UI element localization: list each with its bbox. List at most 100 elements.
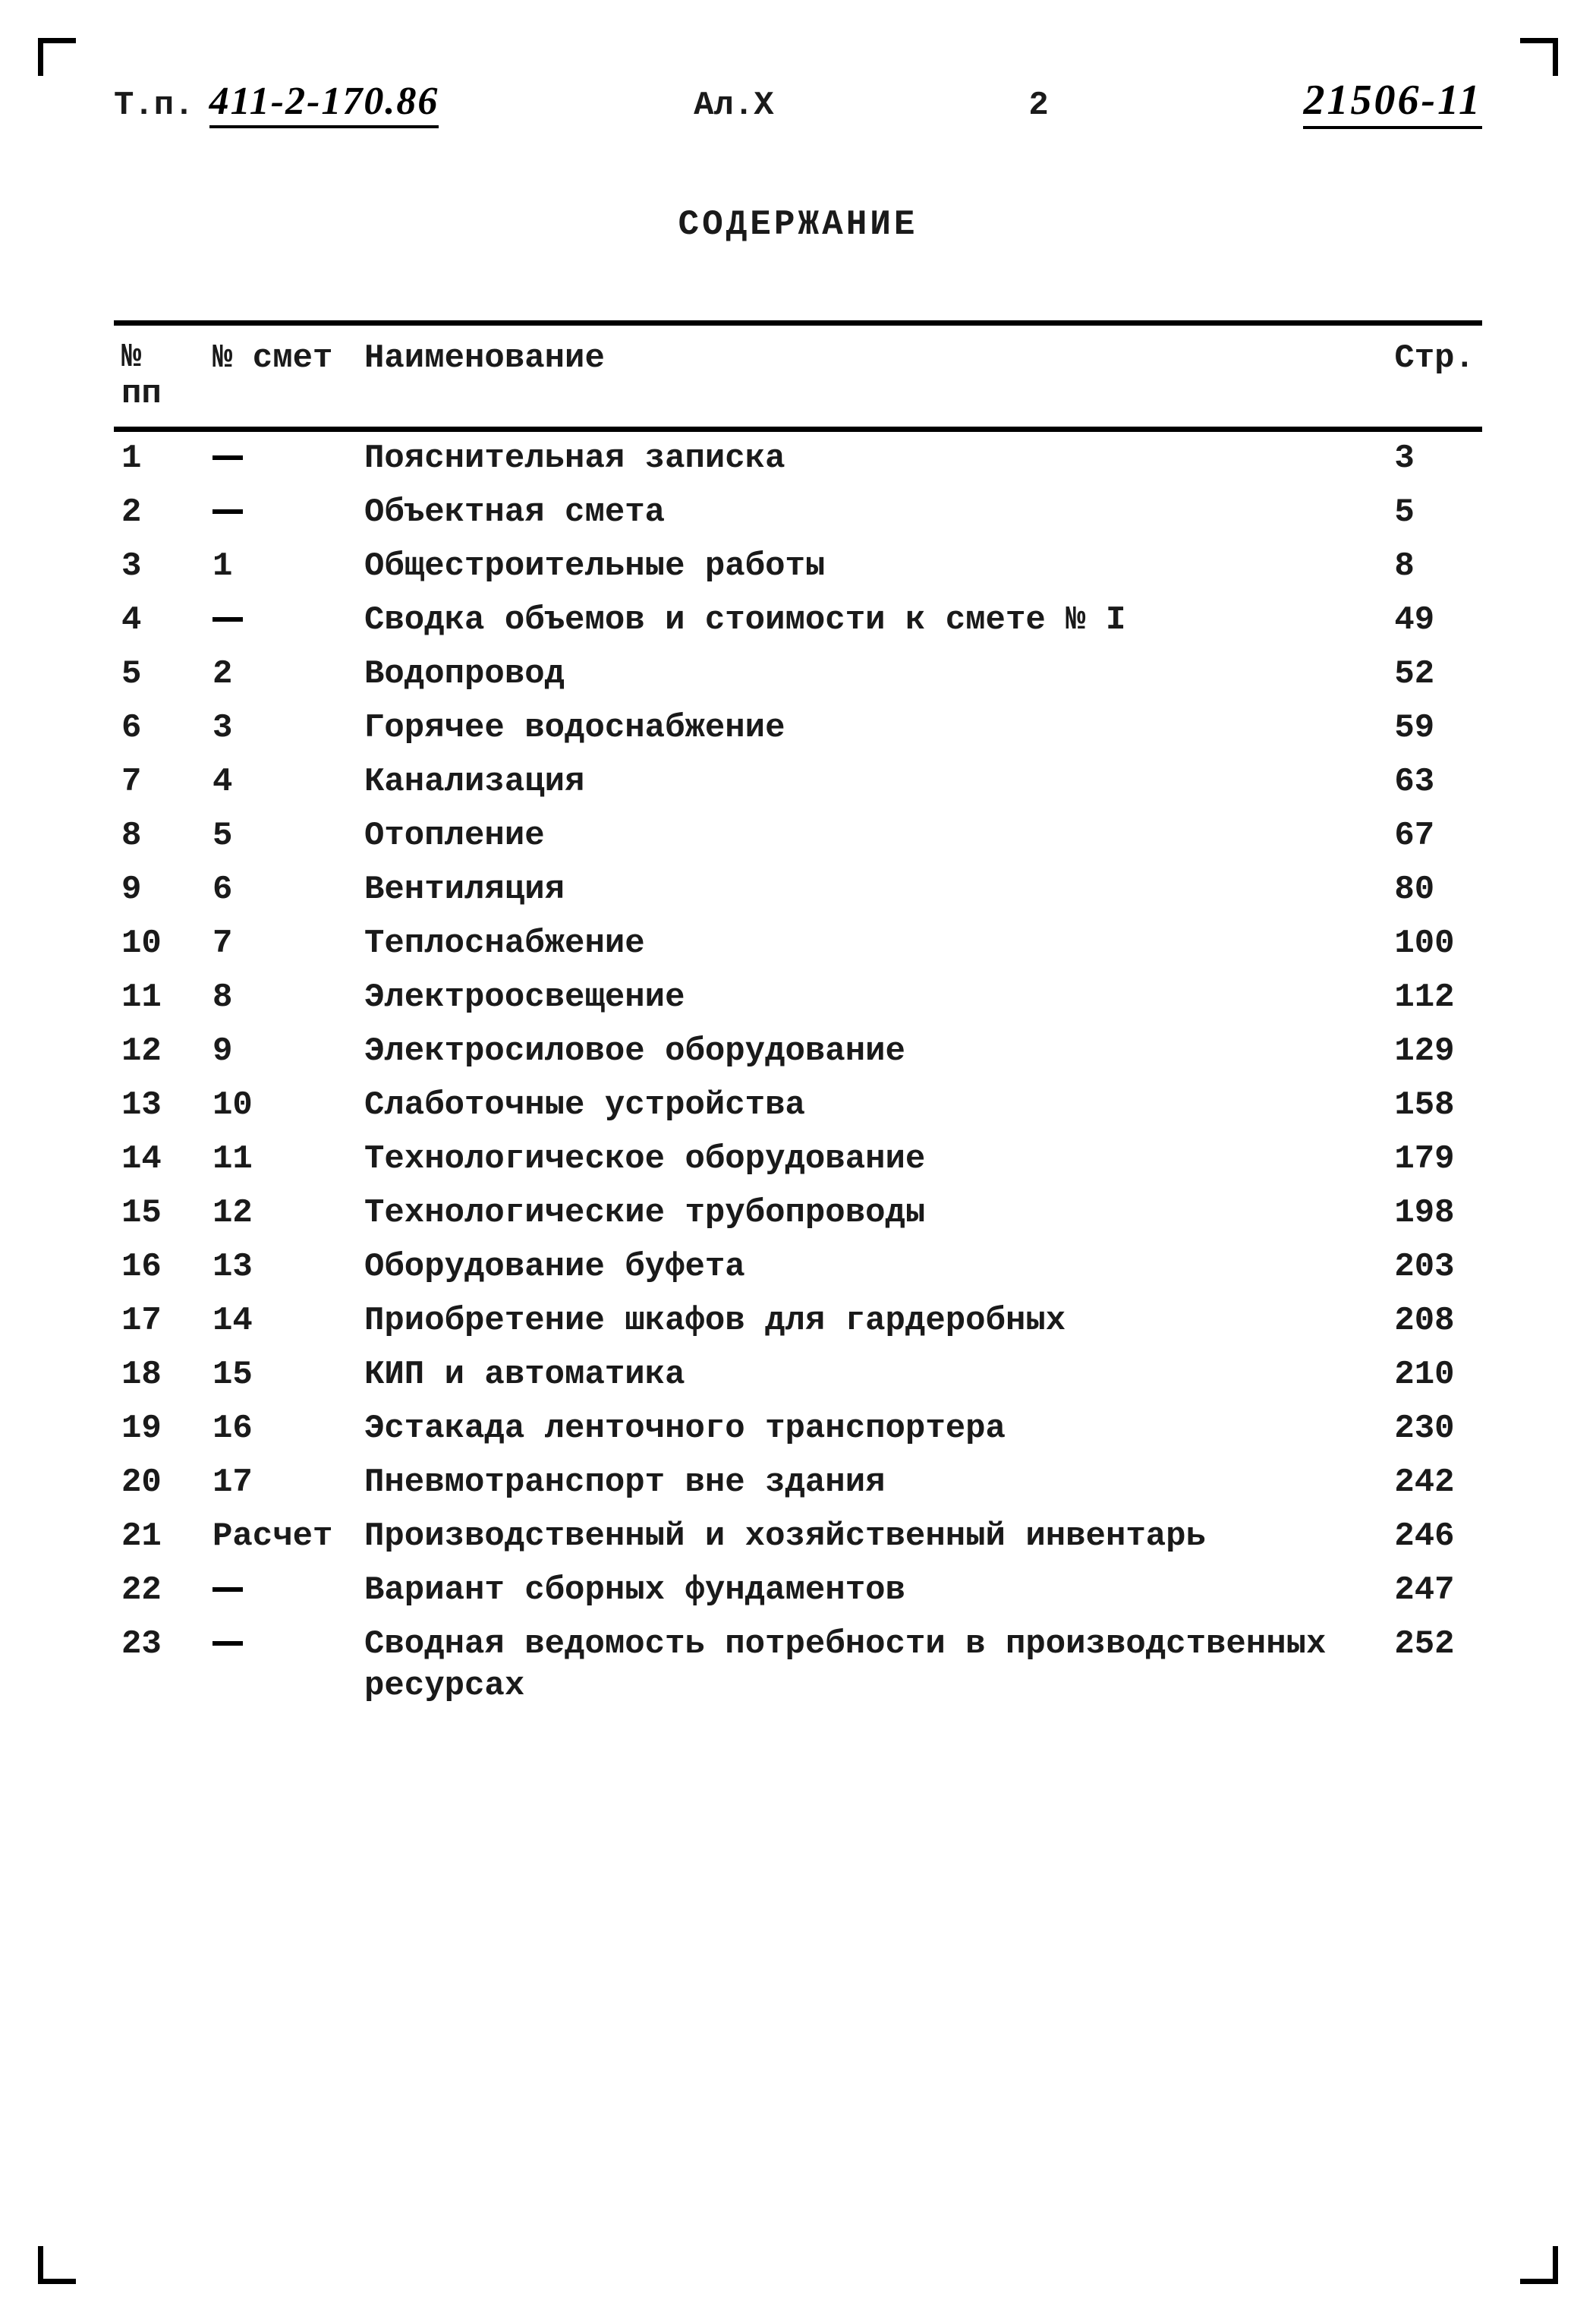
toc-cell-num: 15 <box>114 1186 205 1240</box>
toc-cell-name: Технологическое оборудование <box>357 1133 1364 1186</box>
toc-cell-page: 100 <box>1364 917 1482 971</box>
album-label: Ал.X <box>694 87 774 124</box>
toc-cell-page: 8 <box>1364 540 1482 594</box>
toc-row: 4 Сводка объемов и стоимости к смете № I4… <box>114 594 1482 647</box>
crop-mark-bottom-right <box>1520 2246 1558 2284</box>
toc-cell-name: Общестроительные работы <box>357 540 1364 594</box>
toc-row: 96Вентиляция80 <box>114 863 1482 917</box>
toc-cell-page: 112 <box>1364 971 1482 1025</box>
toc-cell-num: 17 <box>114 1294 205 1348</box>
toc-cell-page: 247 <box>1364 1564 1482 1618</box>
toc-cell-smet: 7 <box>205 917 357 971</box>
toc-cell-page: 52 <box>1364 647 1482 701</box>
toc-cell-smet: 16 <box>205 1402 357 1456</box>
page-title: СОДЕРЖАНИЕ <box>114 205 1482 244</box>
toc-row: 107Теплоснабжение100 <box>114 917 1482 971</box>
crop-mark-top-left <box>38 38 76 76</box>
toc-cell-page: 158 <box>1364 1079 1482 1133</box>
toc-row: 85Отопление67 <box>114 809 1482 863</box>
toc-cell-name: Горячее водоснабжение <box>357 701 1364 755</box>
toc-row: 1512Технологические трубопроводы198 <box>114 1186 1482 1240</box>
toc-row: 2 Объектная смета5 <box>114 486 1482 540</box>
toc-cell-num: 1 <box>114 429 205 486</box>
toc-row: 23Сводная ведомость потребности в произв… <box>114 1618 1482 1713</box>
toc-cell-num: 23 <box>114 1618 205 1713</box>
toc-cell-smet: 5 <box>205 809 357 863</box>
toc-row: 1310Слаботочные устройства158 <box>114 1079 1482 1133</box>
toc-cell-num: 7 <box>114 755 205 809</box>
toc-cell-page: 252 <box>1364 1618 1482 1713</box>
toc-cell-smet: 10 <box>205 1079 357 1133</box>
toc-cell-num: 18 <box>114 1348 205 1402</box>
toc-cell-page: 59 <box>1364 701 1482 755</box>
crop-mark-bottom-left <box>38 2246 76 2284</box>
toc-cell-name: Сводка объемов и стоимости к смете № I <box>357 594 1364 647</box>
toc-row: 1714Приобретение шкафов для гардеробных2… <box>114 1294 1482 1348</box>
toc-body: 1Пояснительная записка32Объектная смета5… <box>114 429 1482 1713</box>
toc-cell-num: 20 <box>114 1456 205 1510</box>
toc-cell-page: 5 <box>1364 486 1482 540</box>
toc-cell-page: 198 <box>1364 1186 1482 1240</box>
toc-cell-num: 14 <box>114 1133 205 1186</box>
toc-table: №пп № смет Наименование Стр. 1Пояснитель… <box>114 320 1482 1713</box>
toc-cell-num: 19 <box>114 1402 205 1456</box>
toc-row: 52Водопровод52 <box>114 647 1482 701</box>
toc-cell-name: Вариант сборных фундаментов <box>357 1564 1364 1618</box>
col-header-num-label: №пп <box>121 339 197 413</box>
toc-cell-page: 242 <box>1364 1456 1482 1510</box>
toc-cell-num: 13 <box>114 1079 205 1133</box>
toc-cell-smet: 17 <box>205 1456 357 1510</box>
toc-row: 2017Пневмотранспорт вне здания242 <box>114 1456 1482 1510</box>
dash-icon <box>212 509 243 514</box>
toc-cell-name: Электросиловое оборудование <box>357 1025 1364 1079</box>
toc-cell-name: Отопление <box>357 809 1364 863</box>
toc-cell-name: Электроосвещение <box>357 971 1364 1025</box>
toc-cell-name: КИП и автоматика <box>357 1348 1364 1402</box>
header-row: Т.п. 411-2-170.86 Ал.X 2 21506-11 <box>114 76 1482 129</box>
toc-cell-num: 11 <box>114 971 205 1025</box>
toc-cell-smet <box>205 594 357 647</box>
toc-cell-num: 4 <box>114 594 205 647</box>
toc-cell-name: Канализация <box>357 755 1364 809</box>
toc-cell-name: Пояснительная записка <box>357 429 1364 486</box>
crop-mark-top-right <box>1520 38 1558 76</box>
doc-id: 21506-11 <box>1303 76 1482 129</box>
toc-row: 21РасчетПроизводственный и хозяйственный… <box>114 1510 1482 1564</box>
toc-cell-smet: 4 <box>205 755 357 809</box>
toc-cell-name: Объектная смета <box>357 486 1364 540</box>
toc-row: 1916Эстакада ленточного транспортера230 <box>114 1402 1482 1456</box>
toc-cell-num: 2 <box>114 486 205 540</box>
toc-cell-num: 21 <box>114 1510 205 1564</box>
toc-cell-smet: 9 <box>205 1025 357 1079</box>
toc-row: 1411Технологическое оборудование179 <box>114 1133 1482 1186</box>
toc-cell-page: 230 <box>1364 1402 1482 1456</box>
toc-row: 31Общестроительные работы8 <box>114 540 1482 594</box>
toc-cell-page: 3 <box>1364 429 1482 486</box>
toc-cell-page: 49 <box>1364 594 1482 647</box>
toc-cell-num: 5 <box>114 647 205 701</box>
toc-cell-page: 80 <box>1364 863 1482 917</box>
col-header-smet: № смет <box>205 323 357 430</box>
toc-cell-smet: Расчет <box>205 1510 357 1564</box>
toc-cell-smet <box>205 1564 357 1618</box>
dash-icon <box>212 1641 243 1646</box>
toc-cell-name: Технологические трубопроводы <box>357 1186 1364 1240</box>
dash-icon <box>212 1587 243 1592</box>
toc-cell-name: Производственный и хозяйственный инвента… <box>357 1510 1364 1564</box>
toc-cell-smet <box>205 429 357 486</box>
dash-icon <box>212 455 243 460</box>
toc-row: 22Вариант сборных фундаментов247 <box>114 1564 1482 1618</box>
toc-cell-name: Водопровод <box>357 647 1364 701</box>
col-header-name: Наименование <box>357 323 1364 430</box>
toc-cell-num: 10 <box>114 917 205 971</box>
toc-row: 63Горячее водоснабжение59 <box>114 701 1482 755</box>
toc-cell-page: 63 <box>1364 755 1482 809</box>
toc-cell-name: Пневмотранспорт вне здания <box>357 1456 1364 1510</box>
toc-row: 129Электросиловое оборудование129 <box>114 1025 1482 1079</box>
col-header-num: №пп <box>114 323 205 430</box>
toc-cell-page: 246 <box>1364 1510 1482 1564</box>
toc-row: 1 Пояснительная записка3 <box>114 429 1482 486</box>
toc-cell-page: 67 <box>1364 809 1482 863</box>
toc-cell-num: 9 <box>114 863 205 917</box>
toc-cell-name: Приобретение шкафов для гардеробных <box>357 1294 1364 1348</box>
